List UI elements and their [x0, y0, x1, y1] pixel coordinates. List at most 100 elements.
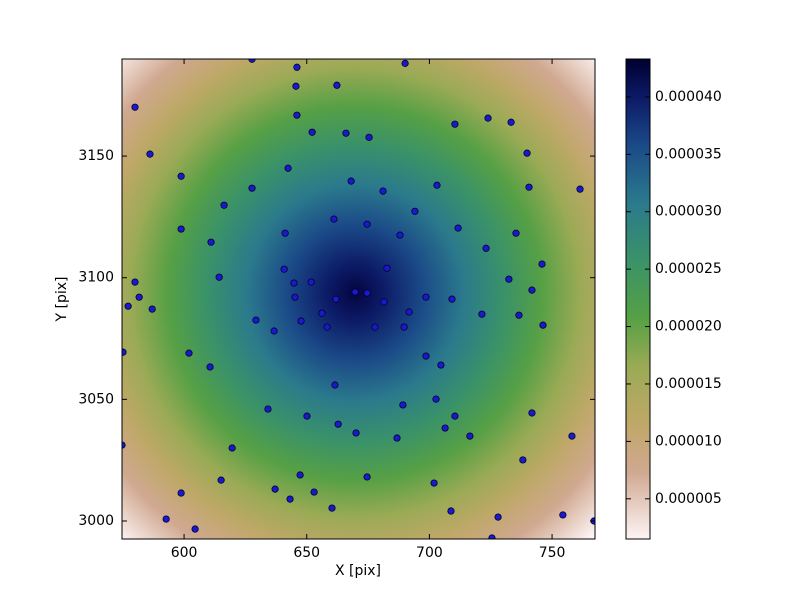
point — [146, 150, 154, 158]
point — [318, 309, 326, 317]
point — [333, 81, 341, 89]
point — [323, 323, 331, 331]
point — [310, 488, 318, 496]
point — [352, 429, 360, 437]
point — [207, 238, 215, 246]
point — [396, 231, 404, 239]
point — [191, 525, 199, 533]
point — [437, 361, 445, 369]
colorbar-tick-label: 0.000030 — [655, 204, 722, 220]
point — [264, 405, 272, 413]
point — [379, 187, 387, 195]
heatmap — [122, 59, 595, 539]
colorbar-tick-label: 0.000025 — [655, 261, 722, 277]
point — [291, 293, 299, 301]
point — [528, 286, 536, 294]
point — [293, 63, 301, 71]
point — [422, 352, 430, 360]
y-tick-label: 3050 — [78, 391, 114, 407]
point — [441, 424, 449, 432]
x-tick-label: 700 — [416, 545, 443, 561]
point — [281, 229, 289, 237]
point — [162, 515, 170, 523]
point — [131, 103, 139, 111]
point — [248, 184, 256, 192]
point — [148, 305, 156, 313]
colorbar-tick-label: 0.000015 — [655, 376, 722, 392]
x-tick-label: 750 — [539, 545, 566, 561]
point — [363, 220, 371, 228]
point — [365, 133, 373, 141]
point — [466, 432, 474, 440]
point — [284, 164, 292, 172]
point — [383, 264, 391, 272]
point — [293, 111, 301, 119]
point — [401, 59, 409, 67]
point — [177, 489, 185, 497]
point — [528, 409, 536, 417]
point — [292, 82, 300, 90]
point — [328, 504, 336, 512]
point — [124, 302, 132, 310]
point — [271, 485, 279, 493]
point — [512, 229, 520, 237]
point — [432, 395, 440, 403]
point — [347, 177, 355, 185]
point — [478, 310, 486, 318]
scatter-layer — [122, 59, 595, 539]
point — [422, 293, 430, 301]
point — [399, 401, 407, 409]
point — [217, 476, 225, 484]
colorbar-tick-label: 0.000020 — [655, 319, 722, 335]
point — [523, 149, 531, 157]
x-tick-label: 600 — [171, 545, 198, 561]
point — [559, 511, 567, 519]
point — [351, 288, 359, 296]
point — [538, 260, 546, 268]
point — [488, 534, 496, 539]
colorbar — [625, 58, 651, 540]
point — [303, 412, 311, 420]
point — [206, 363, 214, 371]
point — [576, 185, 584, 193]
point — [451, 120, 459, 128]
point — [505, 275, 513, 283]
point — [519, 456, 527, 464]
x-axis-label: X [pix] — [335, 563, 381, 579]
point — [393, 434, 401, 442]
point — [400, 323, 408, 331]
plot-frame — [121, 58, 596, 540]
point — [363, 289, 371, 297]
point — [525, 183, 533, 191]
point — [135, 293, 143, 301]
point — [334, 420, 342, 428]
point — [290, 279, 298, 287]
point — [411, 207, 419, 215]
point — [280, 265, 288, 273]
point — [405, 308, 413, 316]
point — [270, 327, 278, 335]
point — [122, 348, 127, 356]
point — [220, 201, 228, 209]
y-tick-label: 3000 — [78, 513, 114, 529]
point — [177, 172, 185, 180]
point — [252, 316, 260, 324]
point — [308, 128, 316, 136]
point — [380, 298, 388, 306]
point — [296, 471, 304, 479]
x-tick-label: 650 — [293, 545, 320, 561]
colorbar-tick-label: 0.000040 — [655, 89, 722, 105]
point — [342, 129, 350, 137]
point — [482, 244, 490, 252]
point — [484, 114, 492, 122]
point — [307, 278, 315, 286]
point — [515, 311, 523, 319]
point — [286, 495, 294, 503]
point — [185, 349, 193, 357]
point — [371, 323, 379, 331]
point — [215, 273, 223, 281]
colorbar-tick-label: 0.000010 — [655, 433, 722, 449]
point — [454, 224, 462, 232]
